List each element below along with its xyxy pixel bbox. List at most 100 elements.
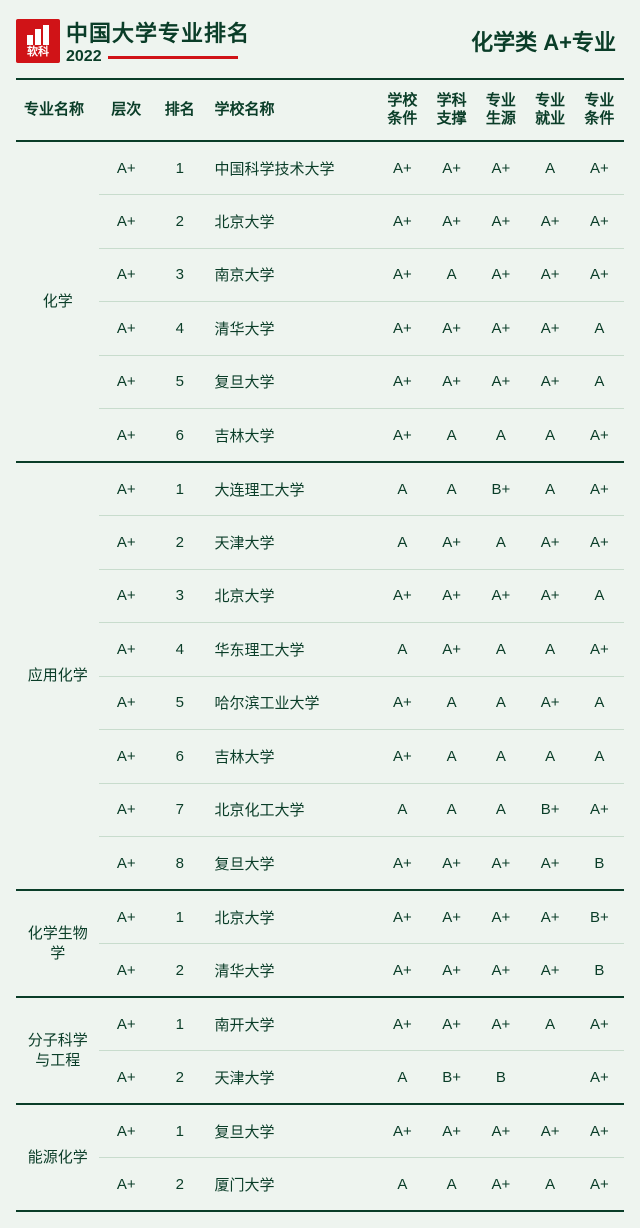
brand-year: 2022 — [66, 48, 102, 66]
level-cell: A+ — [99, 248, 153, 302]
col-m4: 专业就业 — [525, 79, 574, 141]
table-row: A+3北京大学A+A+A+A+A — [16, 569, 624, 623]
metric-cell: A — [427, 248, 476, 302]
page-title: 化学类 A+专业 — [471, 25, 616, 57]
metric-cell: A+ — [378, 195, 427, 249]
rank-cell: 7 — [153, 783, 207, 837]
metric-cell: A+ — [427, 355, 476, 409]
table-row: A+4清华大学A+A+A+A+A — [16, 302, 624, 356]
metric-cell: A — [476, 730, 525, 784]
metric-cell: A+ — [476, 141, 525, 195]
table-row: A+6吉林大学A+AAAA+ — [16, 409, 624, 463]
metric-cell: A+ — [378, 997, 427, 1051]
table-row: 化学生物学A+1北京大学A+A+A+A+B+ — [16, 890, 624, 944]
level-cell: A+ — [99, 302, 153, 356]
level-cell: A+ — [99, 730, 153, 784]
metric-cell: A — [427, 783, 476, 837]
school-cell: 复旦大学 — [207, 837, 378, 891]
metric-cell: A — [476, 623, 525, 677]
metric-cell: A — [427, 730, 476, 784]
col-m1: 学校条件 — [378, 79, 427, 141]
school-cell: 复旦大学 — [207, 1104, 378, 1158]
metric-cell: A+ — [378, 141, 427, 195]
metric-cell: A+ — [427, 516, 476, 570]
metric-cell: A+ — [525, 837, 574, 891]
metric-cell: A+ — [476, 997, 525, 1051]
metric-cell: A+ — [476, 1158, 525, 1212]
rank-cell: 1 — [153, 997, 207, 1051]
metric-cell: B+ — [427, 1051, 476, 1105]
col-level: 层次 — [99, 79, 153, 141]
metric-cell: A+ — [525, 195, 574, 249]
metric-cell: A+ — [575, 783, 624, 837]
rank-cell: 2 — [153, 516, 207, 570]
metric-cell: B+ — [476, 462, 525, 516]
brand-title: 中国大学专业排名 — [66, 16, 250, 48]
metric-cell: A — [525, 730, 574, 784]
metric-cell: A+ — [575, 1051, 624, 1105]
rank-cell: 3 — [153, 248, 207, 302]
metric-cell: A — [525, 141, 574, 195]
rank-cell: 2 — [153, 1051, 207, 1105]
metric-cell: A+ — [378, 569, 427, 623]
school-cell: 复旦大学 — [207, 355, 378, 409]
metric-cell: A+ — [427, 997, 476, 1051]
level-cell: A+ — [99, 195, 153, 249]
metric-cell: A+ — [378, 302, 427, 356]
table-row: A+2天津大学AA+AA+A+ — [16, 516, 624, 570]
metric-cell: A+ — [575, 409, 624, 463]
metric-cell: A+ — [525, 248, 574, 302]
metric-cell: A+ — [378, 355, 427, 409]
metric-cell: A+ — [476, 195, 525, 249]
school-cell: 哈尔滨工业大学 — [207, 676, 378, 730]
level-cell: A+ — [99, 569, 153, 623]
table-row: 应用化学A+1大连理工大学AAB+AA+ — [16, 462, 624, 516]
school-cell: 北京大学 — [207, 195, 378, 249]
level-cell: A+ — [99, 409, 153, 463]
table-header-row: 专业名称 层次 排名 学校名称 学校条件 学科支撑 专业生源 专业就业 专业条件 — [16, 79, 624, 141]
metric-cell: A+ — [575, 997, 624, 1051]
metric-cell: A+ — [575, 1104, 624, 1158]
metric-cell: A — [427, 462, 476, 516]
metric-cell: A — [575, 355, 624, 409]
metric-cell: A — [378, 462, 427, 516]
school-cell: 大连理工大学 — [207, 462, 378, 516]
metric-cell: A+ — [525, 569, 574, 623]
metric-cell: A+ — [575, 248, 624, 302]
rank-cell: 6 — [153, 730, 207, 784]
metric-cell: A — [575, 730, 624, 784]
metric-cell — [525, 1051, 574, 1105]
school-cell: 南开大学 — [207, 997, 378, 1051]
ranking-table: 专业名称 层次 排名 学校名称 学校条件 学科支撑 专业生源 专业就业 专业条件… — [16, 78, 624, 1212]
school-cell: 北京大学 — [207, 569, 378, 623]
school-cell: 吉林大学 — [207, 409, 378, 463]
metric-cell: A+ — [378, 1104, 427, 1158]
table-row: A+2天津大学AB+BA+ — [16, 1051, 624, 1105]
metric-cell: A+ — [427, 569, 476, 623]
brand-underline — [108, 56, 238, 59]
metric-cell: A+ — [476, 837, 525, 891]
metric-cell: A+ — [378, 676, 427, 730]
school-cell: 北京大学 — [207, 890, 378, 944]
table-row: A+5复旦大学A+A+A+A+A — [16, 355, 624, 409]
metric-cell: A+ — [575, 1158, 624, 1212]
metric-cell: A — [525, 462, 574, 516]
rank-cell: 8 — [153, 837, 207, 891]
rank-cell: 5 — [153, 355, 207, 409]
col-m2: 学科支撑 — [427, 79, 476, 141]
metric-cell: A+ — [575, 516, 624, 570]
table-row: A+3南京大学A+AA+A+A+ — [16, 248, 624, 302]
metric-cell: A+ — [476, 1104, 525, 1158]
level-cell: A+ — [99, 1158, 153, 1212]
major-cell: 化学生物学 — [16, 890, 99, 997]
metric-cell: A+ — [575, 195, 624, 249]
metric-cell: A — [427, 676, 476, 730]
table-row: A+2清华大学A+A+A+A+B — [16, 944, 624, 998]
metric-cell: A — [378, 783, 427, 837]
metric-cell: B+ — [525, 783, 574, 837]
major-cell: 应用化学 — [16, 462, 99, 890]
metric-cell: A — [476, 516, 525, 570]
metric-cell: A+ — [427, 944, 476, 998]
metric-cell: A — [476, 676, 525, 730]
metric-cell: A+ — [427, 623, 476, 677]
